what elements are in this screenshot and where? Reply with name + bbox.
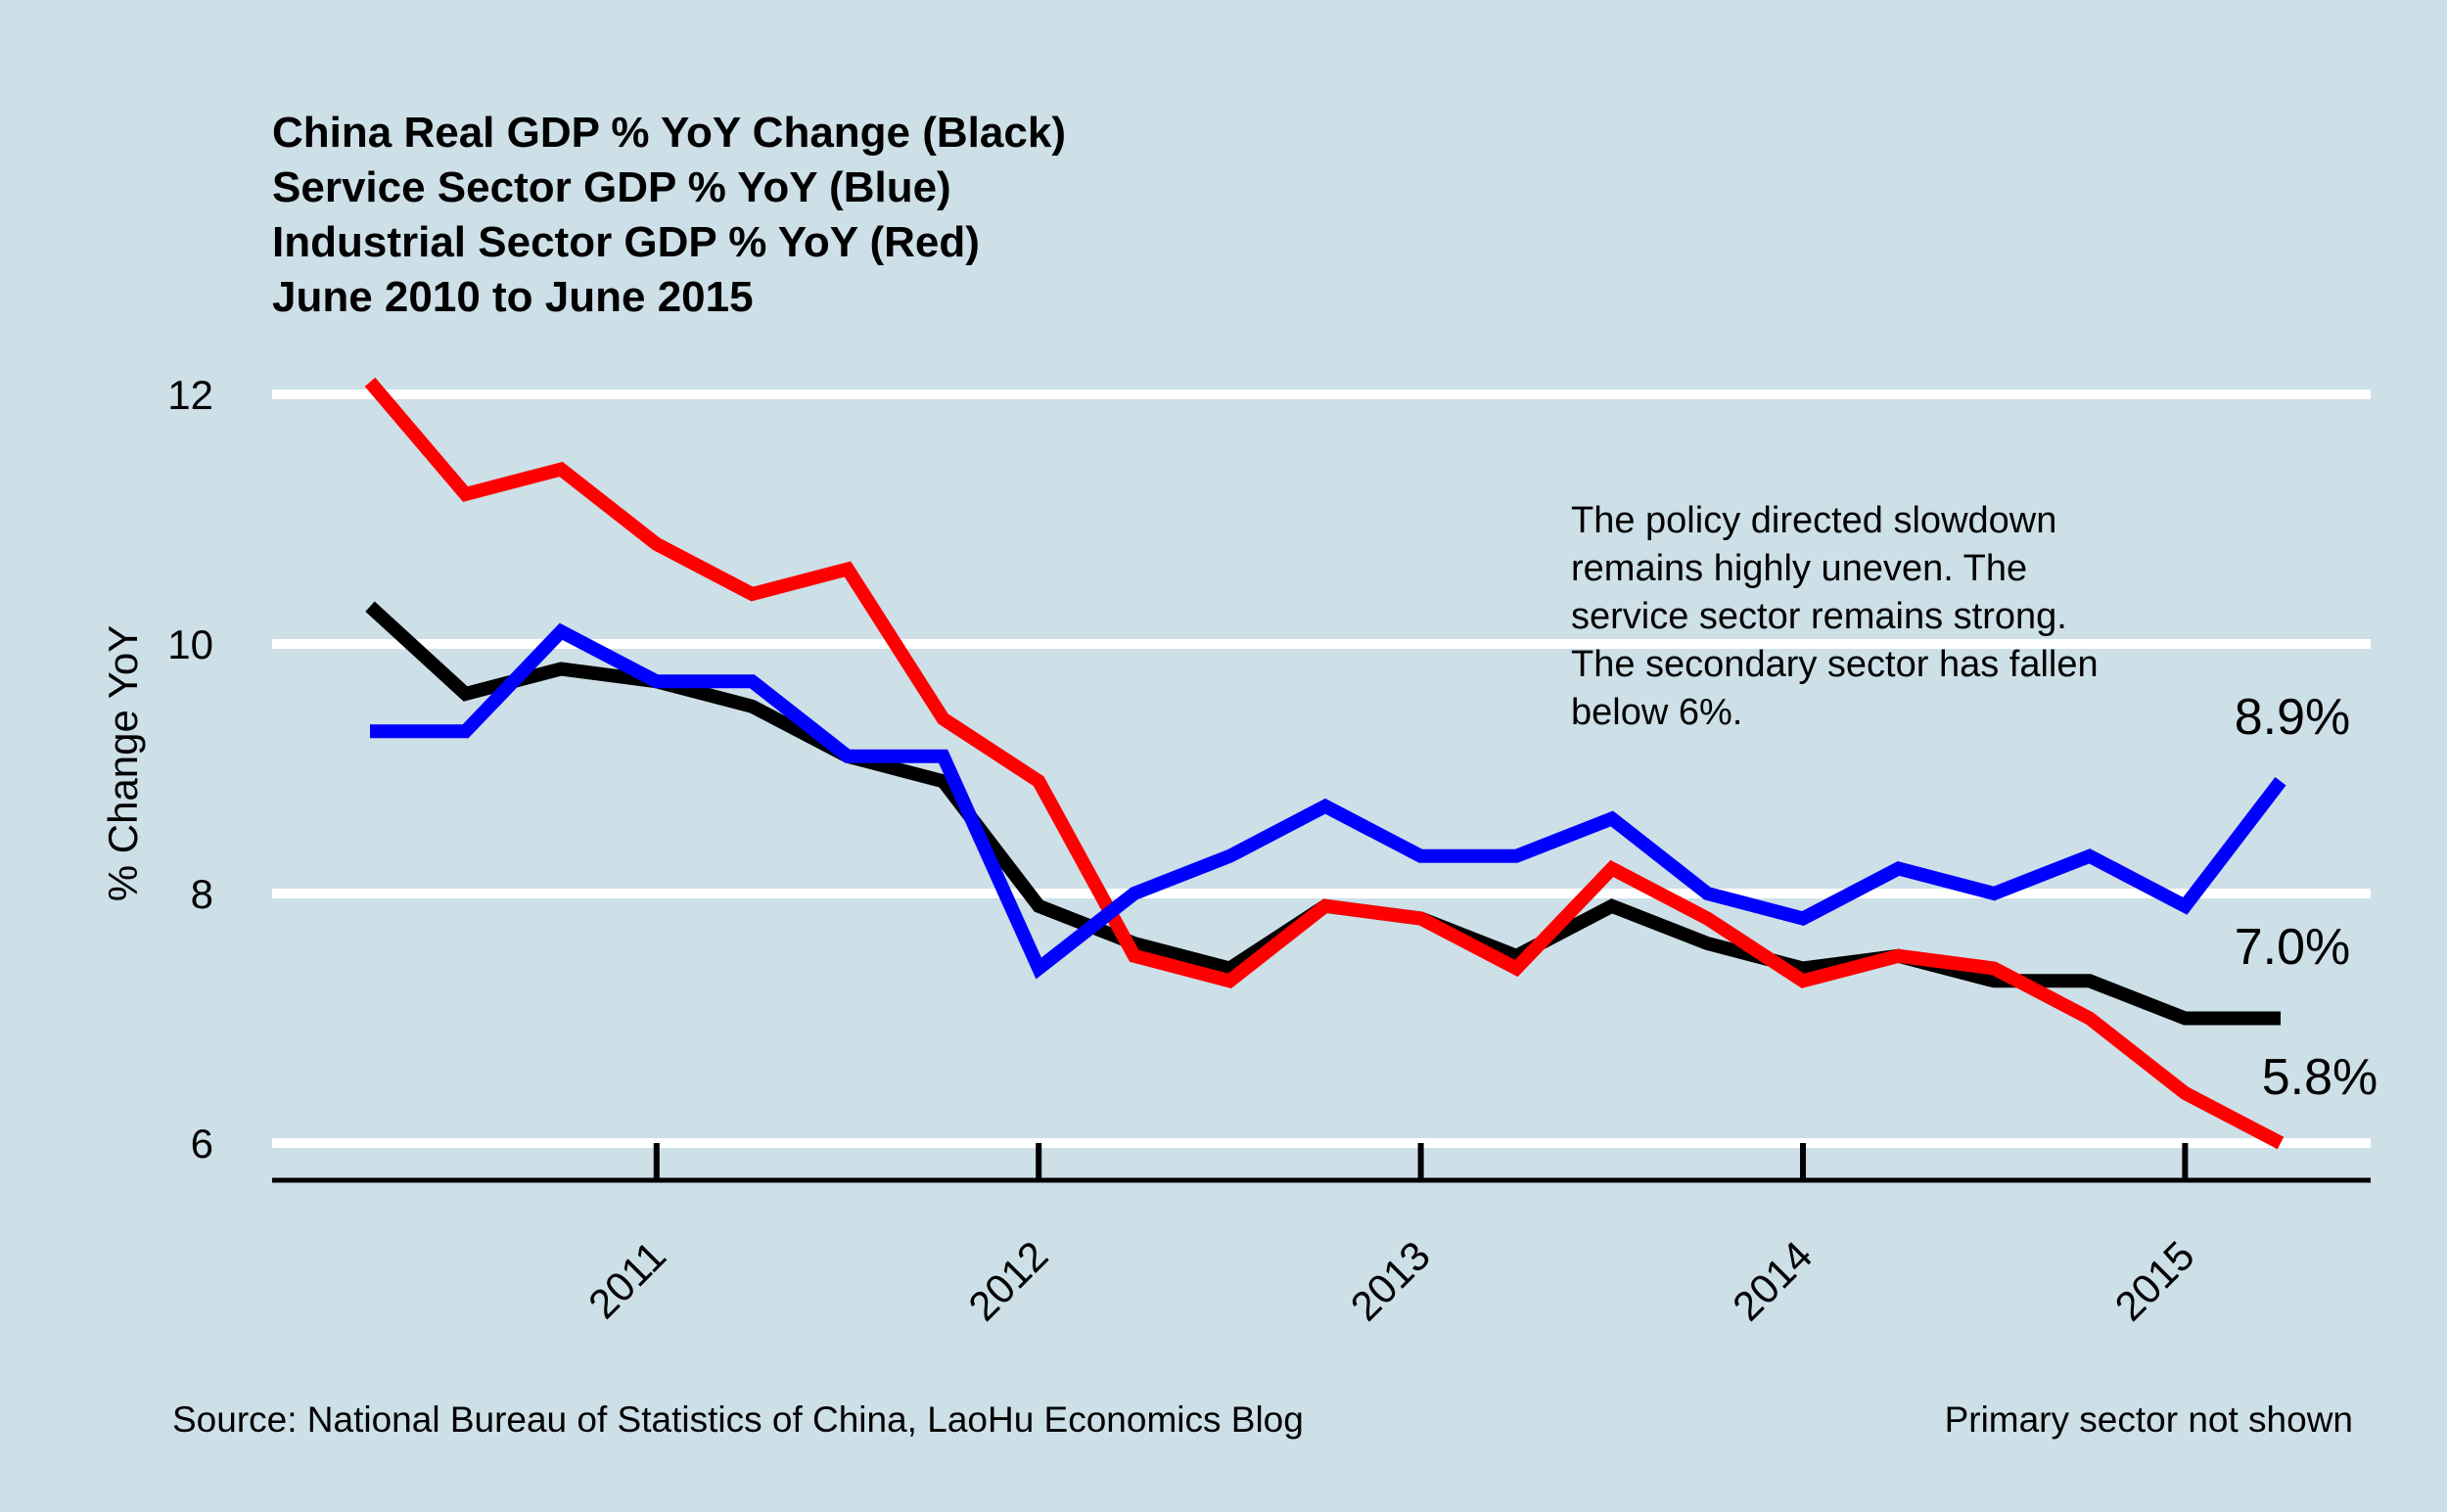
- y-axis-ticks: 6 8 10 12: [167, 372, 213, 1167]
- x-axis-ticks: 2011 2012 2013 2014 2015: [579, 1143, 2203, 1329]
- y-tick-label: 6: [191, 1121, 213, 1167]
- x-tick-label: 2011: [579, 1232, 674, 1327]
- title-line-3: Industrial Sector GDP % YoY (Red): [272, 218, 980, 266]
- x-tick-label: 2014: [1724, 1232, 1821, 1329]
- y-tick-label: 10: [167, 621, 213, 667]
- primary-sector-note: Primary sector not shown: [1944, 1399, 2353, 1440]
- chart-annotation: The policy directed slowdown remains hig…: [1571, 497, 2197, 737]
- annotation-line-2: remains highly uneven. The: [1571, 548, 2028, 589]
- title-line-2: Service Sector GDP % YoY (Blue): [272, 163, 951, 211]
- title-line-1: China Real GDP % YoY Change (Black): [272, 109, 1066, 157]
- annotation-line-3: service sector remains strong.: [1571, 596, 2067, 637]
- y-tick-label: 12: [167, 372, 213, 418]
- x-tick-label: 2015: [2105, 1232, 2202, 1329]
- series-end-label: 8.9%: [2235, 689, 2351, 746]
- series-lines: [364, 377, 2286, 1150]
- end-labels: 7.0% 8.9% 5.8%: [2235, 689, 2378, 1106]
- series-end-label: 5.8%: [2262, 1049, 2378, 1106]
- annotation-line-1: The policy directed slowdown: [1571, 500, 2057, 541]
- x-tick-label: 2012: [959, 1232, 1056, 1329]
- title-line-4: June 2010 to June 2015: [272, 273, 754, 321]
- chart-title: China Real GDP % YoY Change (Black) Serv…: [272, 106, 1066, 325]
- annotation-line-4: The secondary sector has fallen: [1571, 644, 2099, 685]
- series-line: [364, 377, 2285, 1150]
- series-end-label: 7.0%: [2235, 919, 2351, 976]
- series-line: [370, 622, 2286, 980]
- annotation-line-5: below 6%.: [1571, 692, 1743, 733]
- source-note: Source: National Bureau of Statistics of…: [172, 1399, 1304, 1440]
- gridlines: [272, 389, 2371, 1148]
- x-tick-label: 2013: [1342, 1232, 1439, 1329]
- y-axis-label: % Change YoY: [100, 625, 146, 902]
- y-tick-label: 8: [191, 871, 213, 917]
